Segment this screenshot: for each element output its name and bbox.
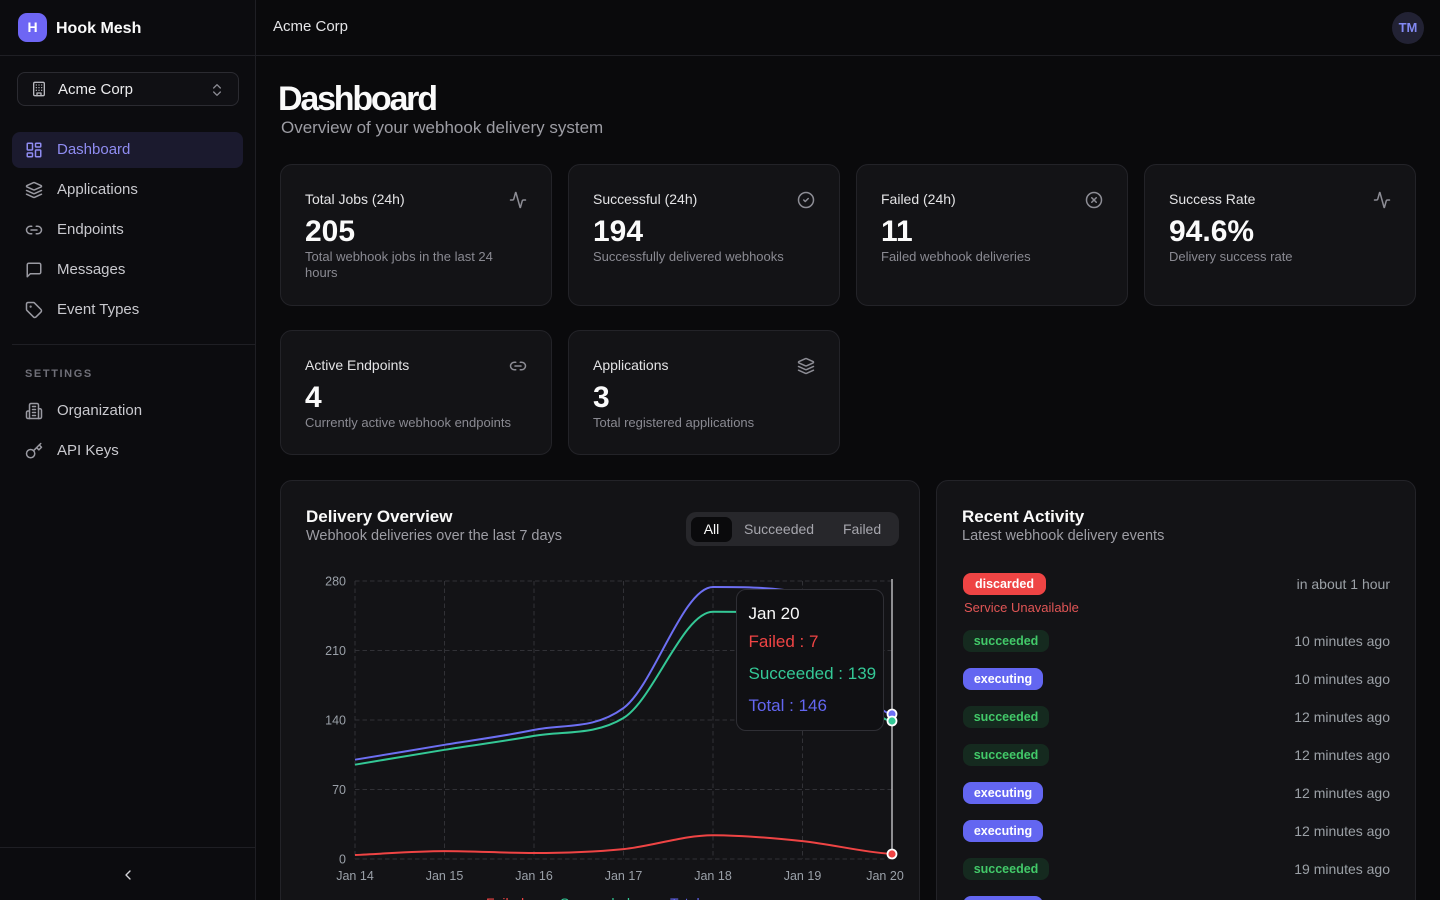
svg-text:140: 140 [325,714,346,728]
svg-text:Jan 17: Jan 17 [605,869,643,883]
svg-text:280: 280 [325,575,346,589]
svg-text:Jan 14: Jan 14 [336,869,374,883]
svg-text:Jan 18: Jan 18 [694,869,732,883]
svg-text:Jan 16: Jan 16 [515,869,553,883]
svg-text:Jan 20: Jan 20 [866,869,904,883]
svg-text:210: 210 [325,644,346,658]
svg-text:0: 0 [339,853,346,867]
svg-text:70: 70 [332,783,346,797]
svg-text:Jan 19: Jan 19 [784,869,822,883]
svg-text:Jan 15: Jan 15 [426,869,464,883]
